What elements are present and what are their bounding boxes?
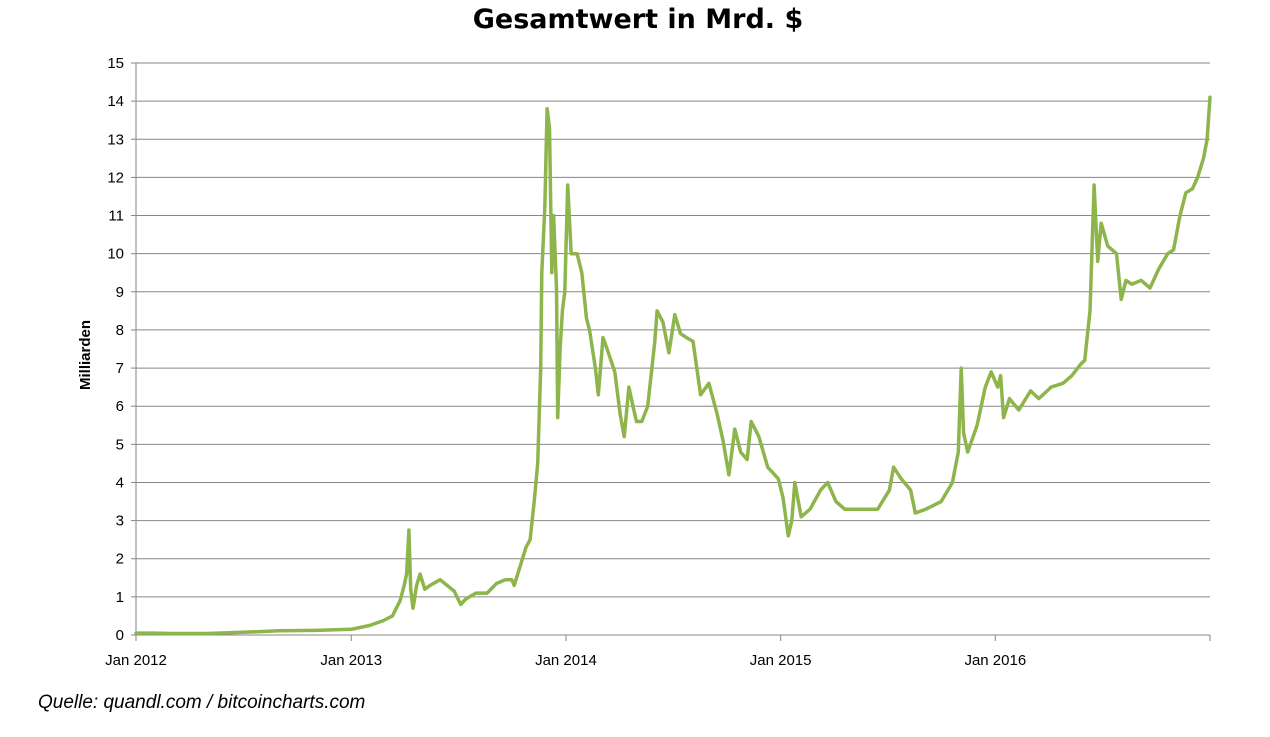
y-tick-label: 10 <box>107 246 124 263</box>
x-tick-label: Jan 2013 <box>320 652 382 669</box>
chart-svg: Gesamtwert in Mrd. $ Milliarden 01234567… <box>77 4 1212 669</box>
x-tick-label: Jan 2015 <box>750 652 812 669</box>
x-tick-label: Jan 2016 <box>964 652 1026 669</box>
y-tick-label: 9 <box>116 284 124 301</box>
y-tick-label: 15 <box>107 55 124 72</box>
y-tick-label: 11 <box>108 208 124 225</box>
y-tick-label: 4 <box>116 474 124 491</box>
y-tick-label: 3 <box>116 513 124 530</box>
x-tick-label: Jan 2012 <box>105 652 167 669</box>
y-tick-label: 0 <box>116 627 124 644</box>
source-note: Quelle: quandl.com / bitcoincharts.com <box>38 692 366 713</box>
x-tick-label: Jan 2014 <box>535 652 597 669</box>
y-tick-label: 14 <box>107 93 124 110</box>
series-line-0 <box>134 95 1212 636</box>
x-axis: Jan 2012 Jan 2013 Jan 2014 Jan 2015 Jan 2016 <box>105 63 1211 669</box>
series-group <box>134 95 1212 636</box>
y-axis-label: Milliarden <box>77 320 94 390</box>
chart-title: Gesamtwert in Mrd. $ <box>473 4 804 35</box>
y-tick-label: 8 <box>116 322 124 339</box>
y-tick-label: 1 <box>116 589 124 606</box>
y-tick-label: 6 <box>116 398 124 415</box>
y-tick-label: 7 <box>116 360 124 377</box>
y-tick-label: 13 <box>107 131 124 148</box>
gridlines <box>136 62 1210 636</box>
y-tick-label: 12 <box>107 169 124 186</box>
y-tick-label: 5 <box>116 436 124 453</box>
y-tick-label: 2 <box>116 551 124 568</box>
